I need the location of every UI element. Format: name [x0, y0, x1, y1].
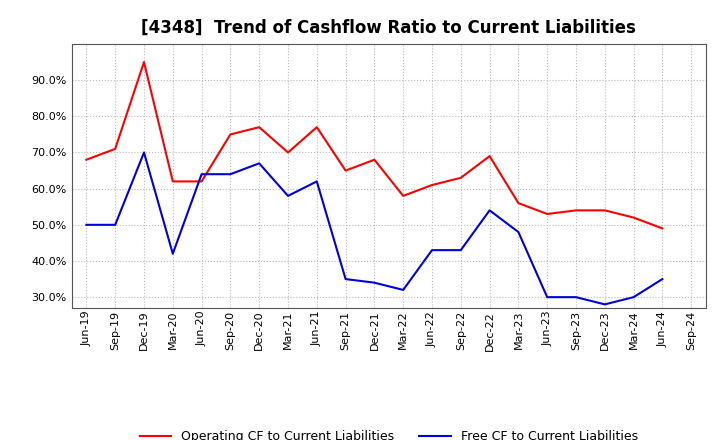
Free CF to Current Liabilities [572, 294, 580, 300]
Operating CF to Current Liabilities [255, 125, 264, 130]
Free CF to Current Liabilities [485, 208, 494, 213]
Operating CF to Current Liabilities [543, 211, 552, 216]
Operating CF to Current Liabilities [284, 150, 292, 155]
Operating CF to Current Liabilities [600, 208, 609, 213]
Free CF to Current Liabilities [456, 247, 465, 253]
Operating CF to Current Liabilities [629, 215, 638, 220]
Free CF to Current Liabilities [543, 294, 552, 300]
Operating CF to Current Liabilities [197, 179, 206, 184]
Operating CF to Current Liabilities [168, 179, 177, 184]
Free CF to Current Liabilities [111, 222, 120, 227]
Operating CF to Current Liabilities [226, 132, 235, 137]
Operating CF to Current Liabilities [82, 157, 91, 162]
Free CF to Current Liabilities [629, 294, 638, 300]
Operating CF to Current Liabilities [456, 175, 465, 180]
Free CF to Current Liabilities [140, 150, 148, 155]
Operating CF to Current Liabilities [341, 168, 350, 173]
Free CF to Current Liabilities [341, 276, 350, 282]
Operating CF to Current Liabilities [140, 59, 148, 65]
Operating CF to Current Liabilities [111, 146, 120, 151]
Operating CF to Current Liabilities [514, 201, 523, 206]
Operating CF to Current Liabilities [572, 208, 580, 213]
Free CF to Current Liabilities [428, 247, 436, 253]
Free CF to Current Liabilities [514, 229, 523, 235]
Free CF to Current Liabilities [255, 161, 264, 166]
Free CF to Current Liabilities [226, 172, 235, 177]
Free CF to Current Liabilities [284, 193, 292, 198]
Free CF to Current Liabilities [197, 172, 206, 177]
Free CF to Current Liabilities [658, 276, 667, 282]
Free CF to Current Liabilities [312, 179, 321, 184]
Line: Operating CF to Current Liabilities: Operating CF to Current Liabilities [86, 62, 662, 228]
Operating CF to Current Liabilities [370, 157, 379, 162]
Operating CF to Current Liabilities [485, 154, 494, 159]
Free CF to Current Liabilities [168, 251, 177, 257]
Legend: Operating CF to Current Liabilities, Free CF to Current Liabilities: Operating CF to Current Liabilities, Fre… [135, 425, 643, 440]
Free CF to Current Liabilities [370, 280, 379, 285]
Operating CF to Current Liabilities [658, 226, 667, 231]
Free CF to Current Liabilities [399, 287, 408, 293]
Title: [4348]  Trend of Cashflow Ratio to Current Liabilities: [4348] Trend of Cashflow Ratio to Curren… [141, 19, 636, 37]
Free CF to Current Liabilities [600, 302, 609, 307]
Operating CF to Current Liabilities [312, 125, 321, 130]
Line: Free CF to Current Liabilities: Free CF to Current Liabilities [86, 153, 662, 304]
Operating CF to Current Liabilities [428, 183, 436, 188]
Free CF to Current Liabilities [82, 222, 91, 227]
Operating CF to Current Liabilities [399, 193, 408, 198]
